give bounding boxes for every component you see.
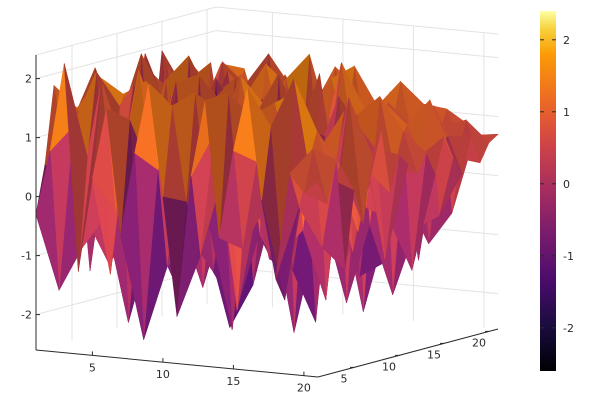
z-tick-label: 2 (25, 73, 32, 86)
surface-facet (176, 175, 201, 317)
colorbar-tick-label: -1 (563, 250, 574, 263)
surface-facet (92, 108, 116, 214)
y-tick-label: 20 (472, 336, 486, 349)
surface-facet (120, 152, 144, 340)
surface-facet (219, 150, 243, 249)
colorbar: -2 -1 0 1 2 (540, 11, 574, 371)
surface-facet (148, 83, 173, 198)
surface-facet (78, 81, 102, 272)
x-tick-label: 10 (156, 368, 170, 381)
x-tick-label: 20 (297, 382, 311, 395)
surface-facet (63, 63, 88, 272)
y-tick-label: 5 (341, 372, 348, 385)
z-tick-label: 1 (25, 132, 32, 145)
surface-facet (275, 173, 300, 279)
y-tick-label: 10 (382, 360, 396, 373)
surface-facet (162, 196, 187, 317)
surface-facet (35, 150, 60, 291)
colorbar-tick-label: 0 (563, 178, 570, 191)
surface-facet (247, 86, 271, 201)
colorbar-tick-label: 2 (563, 34, 570, 47)
surface (35, 50, 499, 340)
surface-facet (303, 182, 328, 204)
grid-z-0 (35, 266, 499, 316)
axes: 5 10 15 20 5 10 15 20 -2 -1 0 1 2 (21, 55, 499, 395)
grid-top-edge (35, 6, 499, 56)
y-tick-label: 15 (427, 348, 441, 361)
z-tick-label: 0 (25, 191, 32, 204)
x-tick-label: 5 (89, 361, 96, 374)
surface-facet (289, 148, 314, 193)
surface-facet (106, 108, 130, 235)
surface-facet (204, 93, 229, 239)
colorbar-tick-label: -2 (563, 322, 574, 335)
surface-facet (134, 83, 159, 170)
z-tick-label: -2 (21, 309, 32, 322)
surface-facet (261, 200, 286, 301)
y-axis-line (317, 328, 499, 378)
colorbar-tick-label: 1 (563, 106, 570, 119)
x-axis-line (35, 349, 319, 378)
x-tick-label: 15 (226, 375, 240, 388)
z-tick-label: -1 (21, 250, 32, 263)
colorbar-gradient (540, 11, 556, 371)
grid-z-4 (35, 30, 499, 80)
